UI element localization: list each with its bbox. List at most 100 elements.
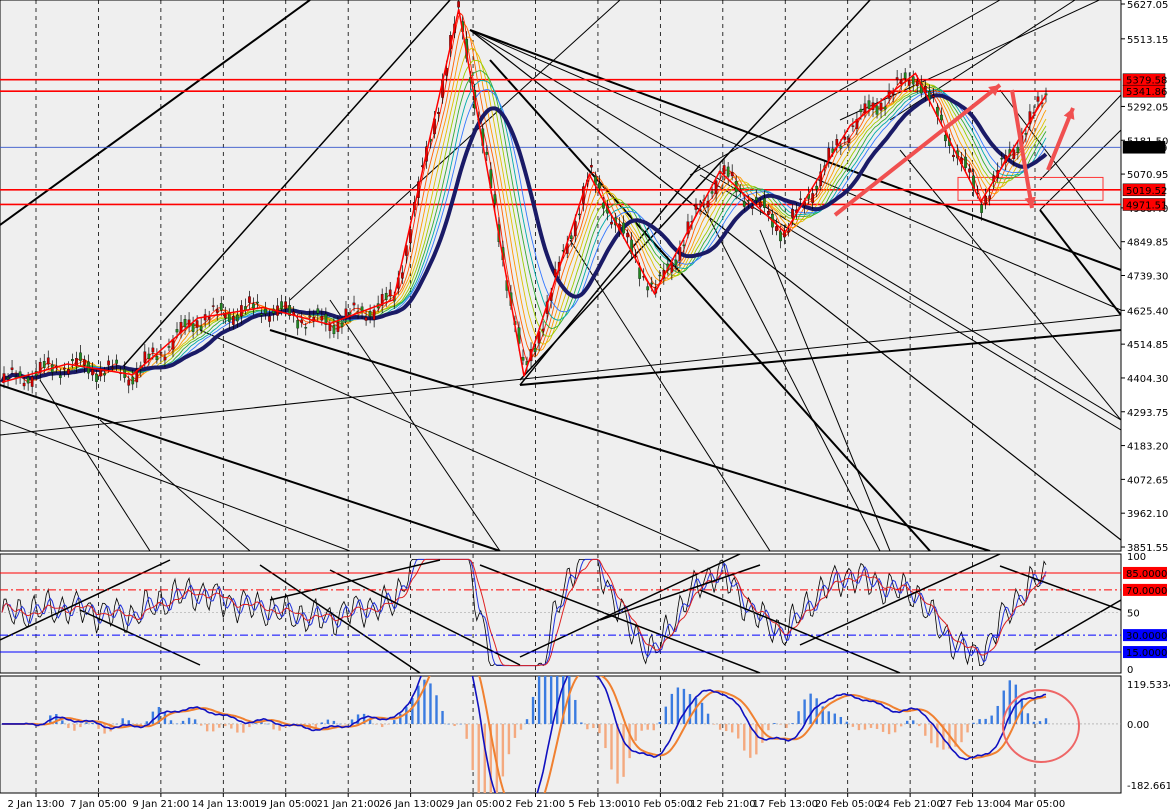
osc-tick-label: 0 bbox=[1127, 665, 1133, 676]
macd-histogram-bar bbox=[863, 723, 867, 730]
arrow-head bbox=[1063, 108, 1075, 120]
candle-body bbox=[714, 180, 718, 194]
macd-histogram-bar bbox=[628, 723, 631, 759]
macd-histogram-bar bbox=[918, 723, 921, 727]
macd-histogram-bar bbox=[845, 721, 849, 724]
x-tick-label: 10 Feb 05:00 bbox=[628, 799, 694, 810]
macd-histogram-bar bbox=[193, 719, 197, 724]
macd-histogram-bar bbox=[1026, 713, 1030, 724]
macd-tick-label: 119.5334 bbox=[1127, 680, 1170, 691]
price-label: 5019.52 bbox=[1126, 186, 1167, 197]
trendline bbox=[329, 299, 501, 551]
macd-histogram-bar bbox=[218, 723, 221, 728]
x-tick-label: 14 Jan 13:00 bbox=[192, 799, 255, 810]
candle-body bbox=[143, 351, 147, 363]
macd-histogram-bar bbox=[1032, 721, 1036, 724]
candle-body bbox=[131, 376, 135, 385]
macd-histogram-bar bbox=[459, 723, 462, 725]
macd-histogram-bar bbox=[1008, 680, 1011, 724]
x-tick-label: 20 Feb 05:00 bbox=[815, 799, 881, 810]
osc-trendline bbox=[259, 564, 421, 673]
macd-histogram-bar bbox=[501, 723, 505, 777]
macd-histogram-bar bbox=[73, 723, 76, 731]
oscillator-lines bbox=[0, 554, 1121, 673]
macd-histogram-bar bbox=[374, 723, 378, 725]
candle-body bbox=[207, 317, 211, 320]
candle-body bbox=[67, 369, 70, 375]
trendline bbox=[199, 329, 701, 551]
candle-body bbox=[236, 314, 239, 322]
candle-body bbox=[674, 259, 678, 266]
candle-body bbox=[775, 226, 778, 232]
macd-histogram-bar bbox=[869, 723, 873, 728]
osc-label-box bbox=[1123, 646, 1167, 659]
y-tick-label: 5070.95 bbox=[1127, 170, 1168, 181]
candle-body bbox=[573, 221, 577, 237]
candle-body bbox=[851, 125, 855, 127]
trendline bbox=[1039, 209, 1121, 316]
candle-body bbox=[268, 316, 271, 322]
annotation-arrows bbox=[833, 83, 1075, 217]
macd-histogram-bar bbox=[447, 723, 450, 725]
trendline bbox=[999, 89, 1121, 251]
candle-body bbox=[71, 359, 74, 362]
osc-trendline bbox=[699, 589, 901, 673]
macd-histogram-bar bbox=[272, 723, 275, 730]
macd-histogram-bar bbox=[574, 699, 577, 724]
candle-body bbox=[754, 197, 758, 201]
candle-body bbox=[364, 317, 368, 321]
macd-histogram-bar bbox=[773, 723, 776, 724]
y-tick-label: 5513.15 bbox=[1127, 35, 1168, 46]
x-tick-label: 21 Jan 21:00 bbox=[317, 799, 380, 810]
candle-body bbox=[115, 359, 119, 364]
candle-body bbox=[940, 114, 943, 121]
candle-body bbox=[521, 357, 525, 361]
osc-tick-label: 100 bbox=[1127, 552, 1146, 563]
candle-body bbox=[932, 95, 935, 98]
candle-body bbox=[368, 311, 372, 317]
y-tick-label: 4293.75 bbox=[1127, 408, 1168, 419]
candle-body bbox=[155, 356, 159, 361]
trendline bbox=[839, 0, 1101, 121]
macd-histogram-bar bbox=[700, 702, 704, 724]
candle-body bbox=[147, 353, 151, 359]
candle-body bbox=[911, 76, 915, 85]
macd-histogram-bar bbox=[580, 722, 583, 724]
macd-histogram-bar bbox=[755, 723, 758, 755]
macd-histogram-bar bbox=[737, 723, 740, 739]
price-label-box bbox=[1122, 141, 1166, 154]
macd-histogram-bar bbox=[562, 676, 565, 724]
candle-body bbox=[252, 303, 255, 309]
candle-body bbox=[899, 79, 903, 84]
candle-body bbox=[320, 315, 324, 321]
macd-histogram-bar bbox=[175, 723, 179, 725]
macd-histogram-bar bbox=[568, 676, 571, 724]
candle-body bbox=[151, 347, 155, 353]
candle-body bbox=[722, 165, 726, 175]
osc-trendline bbox=[1034, 599, 1121, 651]
y-tick-label: 4183.20 bbox=[1127, 442, 1168, 453]
macd-histogram-bar bbox=[242, 723, 245, 733]
macd-histogram-bar bbox=[320, 722, 324, 724]
y-tick-label: 3851.55 bbox=[1127, 543, 1168, 554]
x-tick-label: 5 Feb 13:00 bbox=[568, 799, 627, 810]
candle-body bbox=[58, 375, 62, 378]
trendline bbox=[889, 0, 1076, 121]
y-tick-label: 4514.85 bbox=[1127, 340, 1168, 351]
macd-histogram-bar bbox=[887, 723, 891, 735]
candle-body bbox=[630, 239, 633, 254]
macd-histogram-bar bbox=[827, 711, 830, 724]
candle-body bbox=[859, 108, 863, 113]
trendline bbox=[39, 379, 151, 551]
candle-body bbox=[332, 325, 336, 335]
candle-body bbox=[63, 367, 66, 370]
candle-body bbox=[984, 195, 988, 204]
candle-body bbox=[38, 361, 42, 374]
y-tick-label: 4072.65 bbox=[1127, 475, 1168, 486]
macd-histogram-bar bbox=[199, 723, 203, 726]
price-label-box bbox=[1122, 183, 1166, 197]
macd-histogram-bar bbox=[821, 706, 824, 724]
macd-histogram-bar bbox=[67, 723, 70, 729]
macd-histogram-bar bbox=[767, 723, 770, 731]
